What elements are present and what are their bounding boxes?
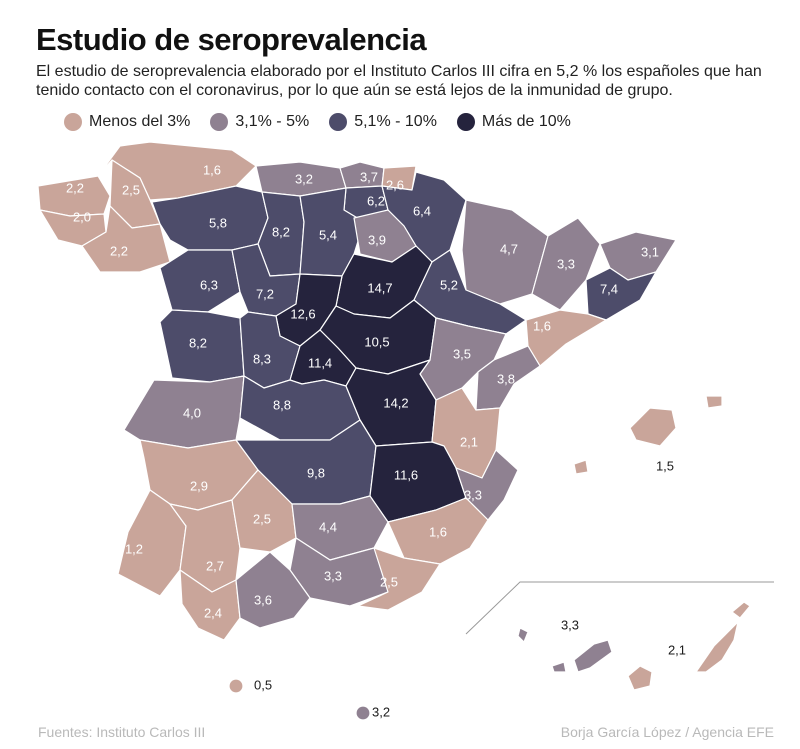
label-murcia: 1,6: [429, 524, 447, 539]
legend-label: 3,1% - 5%: [235, 113, 310, 130]
label-ciudad-real: 9,8: [307, 465, 325, 480]
legend-label: 5,1% - 10%: [354, 113, 437, 130]
label-segovia: 12,6: [290, 306, 315, 321]
label-tenerife: 3,3: [561, 617, 579, 632]
label-melilla: 3,2: [372, 704, 390, 719]
legend-item-menos-3: Menos del 3%: [64, 113, 190, 131]
label-almeria: 2,5: [380, 574, 398, 589]
province-malaga: [235, 551, 311, 629]
label-teruel: 3,5: [453, 346, 471, 361]
label-toledo: 8,8: [273, 397, 291, 412]
label-baleares: 1,5: [656, 458, 674, 473]
legend-label: Más de 10%: [481, 113, 571, 130]
label-zamora: 6,3: [200, 277, 218, 292]
label-avila: 8,3: [253, 351, 271, 366]
legend-item-3-5: 3,1% - 5%: [210, 113, 309, 131]
province-labels: 1,6 2,2 2,5 2,0 2,2 3,2 3,7 2,66,2 6,4 5,8 8,2 5,4 3…: [66, 162, 686, 719]
label-huelva: 1,2: [125, 541, 143, 556]
legend-swatch: [64, 113, 82, 131]
label-palencia: 8,2: [272, 224, 290, 239]
label-cantabria: 3,2: [295, 171, 313, 186]
label-cordoba: 2,5: [253, 511, 271, 526]
label-huesca: 4,7: [500, 241, 518, 256]
canarias-inset-border: [465, 581, 774, 635]
province-baleares: [573, 395, 723, 475]
label-barcelona: 7,4: [600, 281, 618, 296]
label-badajoz: 2,9: [190, 478, 208, 493]
label-valladolid: 7,2: [256, 286, 274, 301]
label-valencia: 2,1: [460, 434, 478, 449]
label-tarragona: 1,6: [533, 318, 551, 333]
legend-swatch: [210, 113, 229, 131]
page-title: Estudio de seroprevalencia: [36, 22, 427, 57]
province-las-palmas: [627, 601, 751, 691]
legend-label: Menos del 3%: [89, 113, 191, 130]
credit-note: Borja García López / Agencia EFE: [560, 724, 774, 740]
label-leon: 5,8: [209, 215, 227, 230]
source-note: Fuentes: Instituto Carlos III: [38, 724, 206, 740]
label-cadiz: 2,4: [204, 605, 222, 620]
label-burgos: 5,4: [319, 227, 337, 242]
label-ourense: 2,2: [110, 243, 128, 258]
province-huesca: [461, 199, 549, 305]
label-la-rioja: 3,9: [368, 232, 386, 247]
province-shapes: [37, 141, 751, 721]
canarias-inset-frame: [465, 581, 774, 635]
label-zaragoza: 5,2: [440, 277, 458, 292]
label-jaen: 4,4: [319, 519, 337, 534]
label-madrid: 11,4: [308, 355, 332, 370]
province-almeria: [357, 547, 441, 611]
label-sevilla: 2,7: [206, 558, 224, 573]
label-albacete: 11,6: [394, 467, 418, 482]
label-salamanca: 8,2: [189, 335, 207, 350]
label-alicante: 3,3: [464, 487, 482, 502]
legend-swatch: [329, 113, 348, 131]
province-castellon: [475, 345, 541, 411]
label-caceres: 4,0: [183, 405, 201, 420]
province-cadiz: [179, 569, 241, 641]
province-barcelona: [585, 267, 657, 321]
label-castellon: 3,8: [497, 371, 515, 386]
label-alava: 6,2: [367, 193, 385, 208]
province-ceuta: [228, 678, 244, 694]
label-bizkaia: 3,7: [360, 169, 378, 184]
label-lugo: 1,6: [203, 162, 221, 177]
label-girona: 3,1: [641, 244, 659, 259]
label-ceuta: 0,5: [254, 677, 272, 692]
label-las-palmas: 2,1: [668, 642, 686, 657]
label-a-coruna: 2,2: [66, 180, 84, 195]
province-toledo: [239, 375, 361, 441]
legend-swatch: [456, 113, 475, 131]
legend-item-mas-10: Más de 10%: [456, 113, 571, 131]
label-guadalajara: 10,5: [364, 334, 389, 349]
label-lleida: 3,3: [557, 256, 575, 271]
label-lugo-south: 2,5: [122, 182, 140, 197]
map-legend: Menos del 3% 3,1% - 5% 5,1% - 10% Más de…: [64, 111, 591, 133]
province-melilla: [355, 705, 371, 721]
province-tenerife: [517, 627, 613, 673]
label-gipuzkoa: 2,6: [386, 177, 404, 192]
page-subtitle: El estudio de seroprevalencia elaborado …: [36, 63, 762, 99]
label-cuenca: 14,2: [383, 395, 408, 410]
label-soria: 14,7: [367, 280, 392, 295]
label-pontevedra: 2,0: [73, 209, 91, 224]
label-granada: 3,3: [324, 568, 342, 583]
legend-item-5-10: 5,1% - 10%: [329, 113, 437, 131]
label-navarra: 6,4: [413, 203, 431, 218]
label-malaga: 3,6: [254, 592, 272, 607]
